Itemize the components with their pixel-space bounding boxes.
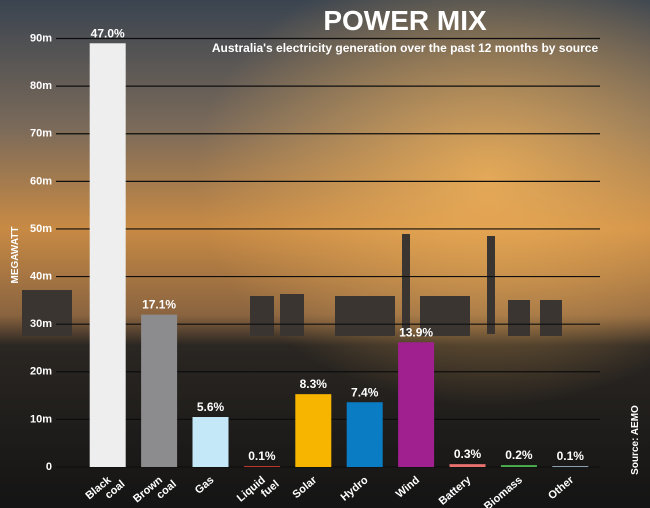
y-tick-label: 20m: [30, 366, 52, 378]
bar: [398, 342, 435, 467]
bar: [243, 466, 280, 468]
share-label: 7.4%: [351, 385, 379, 399]
bar: [141, 314, 178, 467]
share-label: 0.2%: [505, 448, 533, 462]
bar: [89, 43, 126, 468]
bar: [552, 466, 589, 468]
y-tick-label: 40m: [30, 270, 52, 282]
chart-subtitle: Australia's electricity generation over …: [212, 41, 599, 55]
y-tick-label: 30m: [30, 318, 52, 330]
y-tick-label: 70m: [30, 128, 52, 140]
share-label: 0.1%: [248, 449, 276, 463]
share-label: 0.1%: [557, 449, 585, 463]
share-label: 47.0%: [91, 26, 125, 40]
bar: [295, 394, 332, 467]
bar: [346, 402, 383, 467]
y-tick-label: 0: [46, 461, 52, 473]
share-label: 5.6%: [197, 400, 225, 414]
bar: [500, 465, 537, 467]
bar: [449, 464, 486, 467]
y-tick-label: 50m: [30, 223, 52, 235]
y-tick-label: 90m: [30, 32, 52, 44]
share-label: 8.3%: [300, 377, 328, 391]
share-label: 13.9%: [399, 325, 433, 339]
y-axis-label: MEGAWATT: [10, 226, 21, 283]
chart-title: POWER MIX: [323, 5, 487, 36]
y-tick-label: 10m: [30, 413, 52, 425]
source: Source: AEMO: [630, 405, 641, 475]
share-label: 17.1%: [142, 298, 176, 312]
y-tick-label: 80m: [30, 80, 52, 92]
power-station: [22, 234, 562, 336]
bar: [192, 417, 229, 467]
share-label: 0.3%: [454, 447, 482, 461]
y-tick-label: 60m: [30, 175, 52, 187]
